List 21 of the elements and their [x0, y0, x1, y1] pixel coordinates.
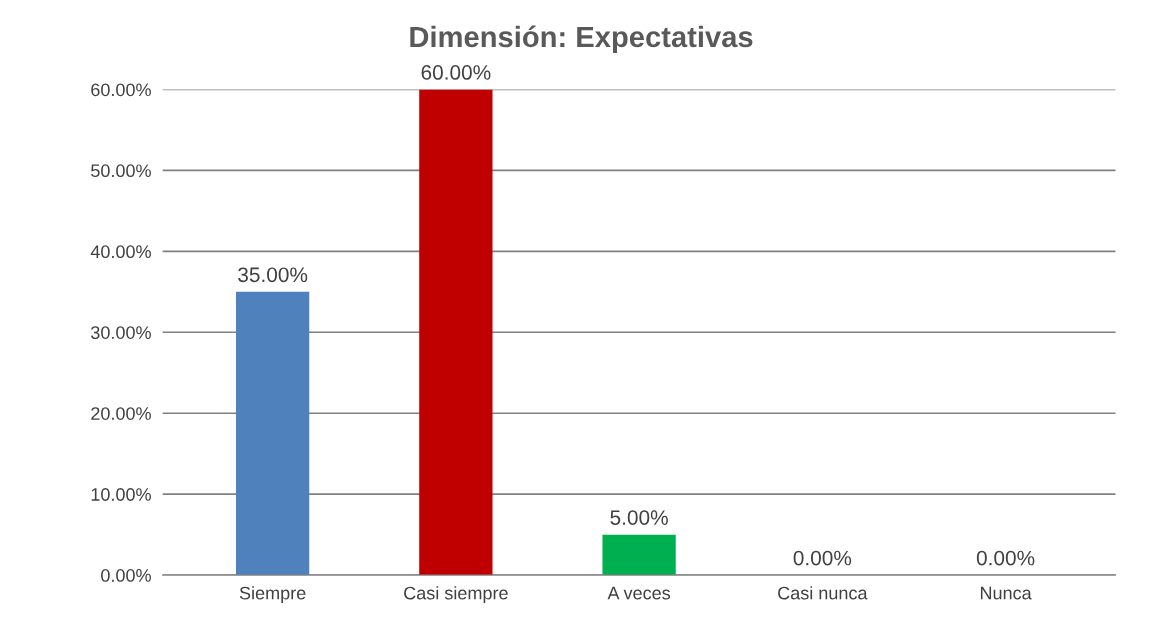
data-label: 35.00%	[238, 267, 308, 283]
y-tick-label: 30.00%	[91, 326, 151, 339]
x-tick-label: Nunca	[980, 586, 1032, 600]
y-tick-label: 40.00%	[90, 245, 151, 259]
x-tick-label: Casi siempre	[404, 586, 508, 604]
y-tick-label: 60.00%	[91, 83, 151, 97]
data-label: 0.00%	[793, 550, 852, 566]
y-tick-label: 10.00%	[91, 488, 151, 501]
y-tick-label: 0.00%	[101, 569, 151, 582]
x-tick-label: A veces	[607, 586, 671, 600]
data-label: 0.00%	[976, 550, 1035, 566]
data-label: 5.00%	[610, 510, 668, 525]
chart-title: Dimensión: Expectativas	[410, 25, 753, 53]
bar	[419, 89, 493, 576]
bar	[602, 534, 676, 576]
x-tick-label: Siempre	[239, 586, 306, 604]
y-tick-label: 20.00%	[91, 407, 151, 420]
y-tick-label: 50.00%	[91, 164, 151, 178]
bar	[235, 291, 310, 576]
data-label: 60.00%	[421, 65, 491, 80]
x-tick-label: Casi nunca	[778, 586, 868, 600]
